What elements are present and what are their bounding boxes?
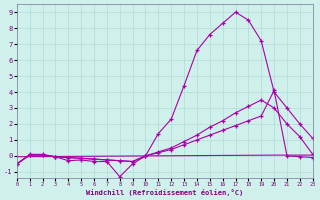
X-axis label: Windchill (Refroidissement éolien,°C): Windchill (Refroidissement éolien,°C) bbox=[86, 189, 244, 196]
